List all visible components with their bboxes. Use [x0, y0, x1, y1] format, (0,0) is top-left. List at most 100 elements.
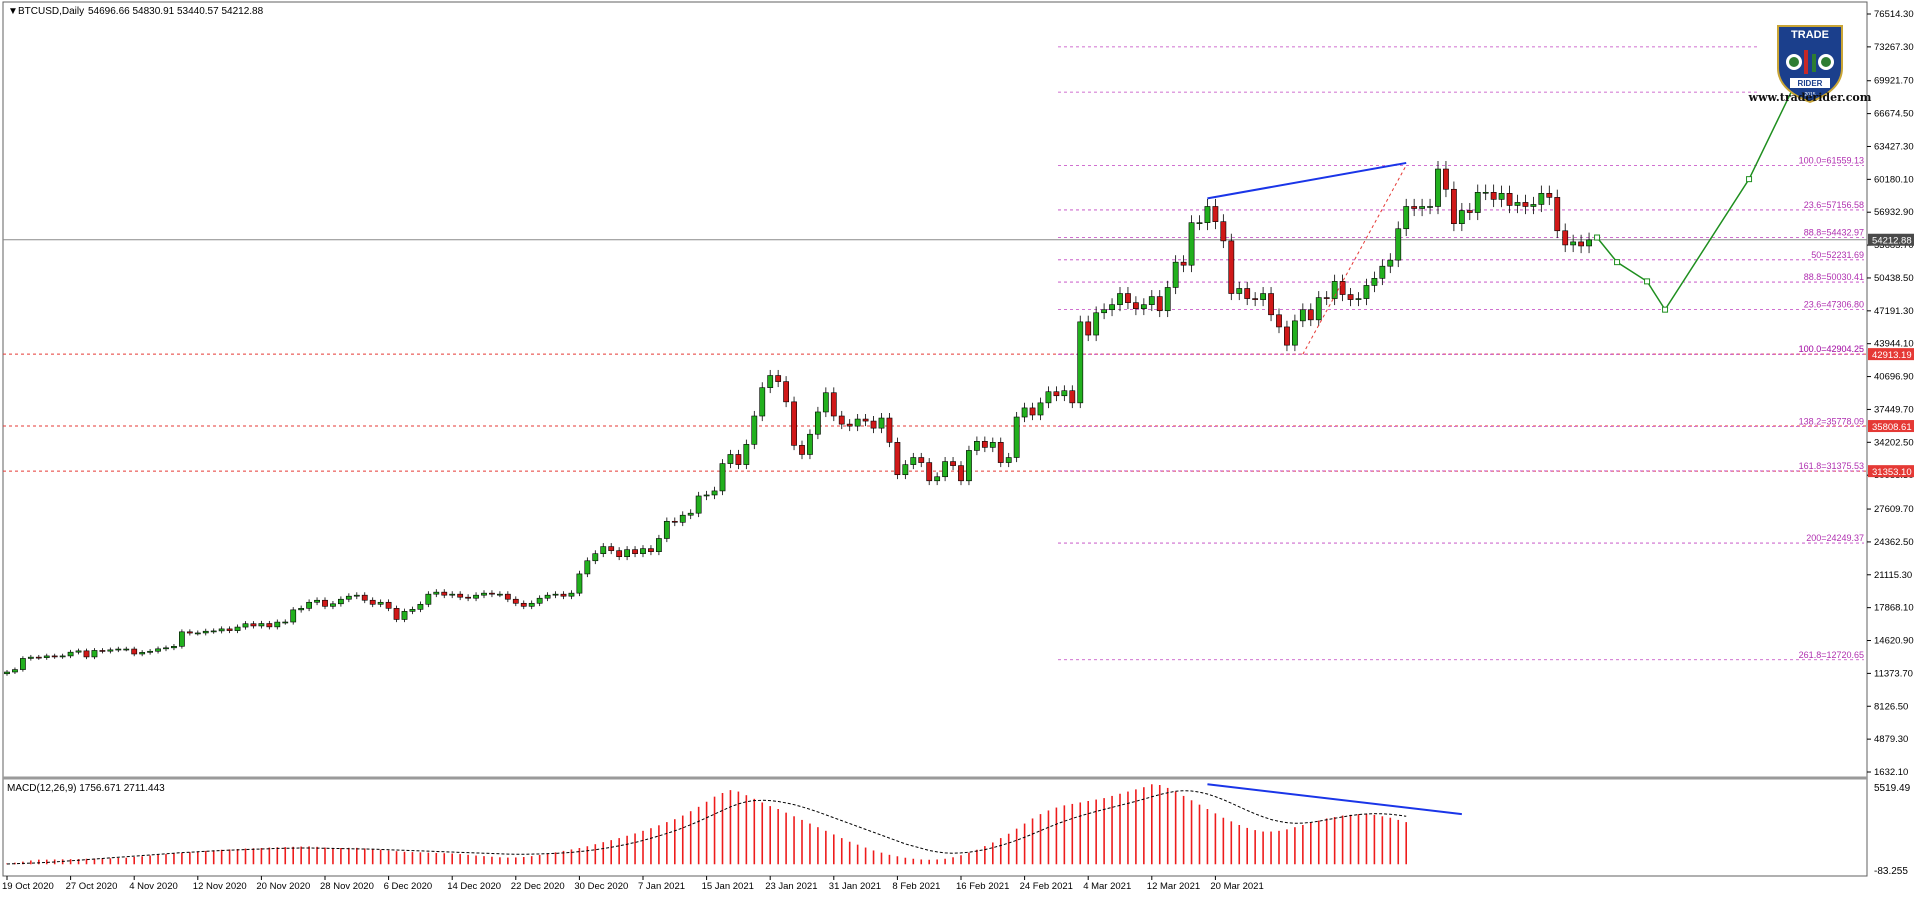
price-tick-label: 24362.50	[1874, 537, 1914, 548]
macd-layer	[6, 783, 1462, 865]
candle-bear	[1212, 206, 1219, 222]
candle-bull	[433, 591, 440, 595]
candle-bull	[1140, 304, 1147, 310]
candle-bull	[1299, 309, 1306, 322]
candle-bear	[958, 465, 964, 482]
candle-bull	[409, 609, 416, 612]
candle-bear	[1323, 297, 1330, 299]
candle-bull	[298, 608, 305, 611]
candle-bull	[417, 603, 424, 610]
candle-bull	[1204, 206, 1211, 223]
candle-bull	[1387, 259, 1394, 267]
candle-bull	[210, 630, 217, 633]
candle-bull	[163, 647, 169, 650]
candle-bear	[465, 596, 471, 599]
candle-bull	[1514, 202, 1521, 206]
candle-bull	[473, 594, 479, 599]
candle-bear	[1546, 193, 1553, 198]
candle-bull	[147, 650, 153, 653]
candle-bull	[59, 655, 66, 658]
price-tick-label: 27609.70	[1874, 504, 1914, 515]
candle-bull	[353, 594, 360, 597]
candle-bull	[528, 602, 535, 607]
candle-bull	[1538, 193, 1545, 205]
candle-bull	[202, 630, 209, 634]
macd-signal-line	[6, 790, 1407, 865]
projection-point	[1614, 259, 1621, 266]
fib-retracement-label: 23.6=47306.80	[1804, 300, 1864, 310]
candle-bear	[926, 462, 933, 482]
candle-bear	[186, 631, 193, 634]
support-price-badge	[1868, 465, 1914, 478]
time-tick-label: 8 Feb 2021	[892, 881, 940, 892]
candle-bull	[1435, 168, 1441, 207]
candle-bear	[250, 623, 257, 627]
candle-bear	[441, 591, 448, 596]
candle-bear	[83, 650, 90, 658]
candle-bull	[19, 658, 26, 670]
time-tick-label: 15 Jan 2021	[702, 881, 754, 892]
fib-projection-label: 161.8=31375.53	[1799, 461, 1864, 471]
price-tick-label: 43944.10	[1874, 339, 1914, 350]
candle-bull	[727, 454, 734, 464]
candle-bear	[1578, 241, 1584, 247]
logo-website[interactable]: www.traderider.com	[1748, 91, 1872, 104]
candle-bull	[1164, 287, 1171, 312]
price-tick-label: 76514.30	[1874, 9, 1914, 20]
candle-bull	[139, 652, 146, 655]
candle-bear	[981, 441, 988, 448]
price-tick-label: 50438.50	[1874, 273, 1914, 284]
time-tick-label: 4 Nov 2020	[129, 881, 178, 892]
candle-bear	[830, 392, 837, 417]
price-tick-label: 11373.70	[1874, 668, 1913, 679]
candle-bull	[576, 573, 583, 594]
candle-bull	[27, 656, 34, 659]
price-tick-label: 21115.30	[1874, 570, 1912, 581]
candle-bull	[1570, 241, 1577, 246]
candle-bull	[1530, 204, 1537, 207]
candle-bull	[12, 669, 18, 673]
candle-bear	[1085, 321, 1092, 336]
shield-logo-icon: TRADE RIDER 2015	[1777, 25, 1843, 104]
fib-projection-label: 200=24249.37	[1806, 533, 1864, 543]
candle-bear	[838, 415, 845, 425]
fib-retracement-label: 50=52231.69	[1811, 250, 1864, 260]
price-tick-label: 8126.50	[1874, 701, 1908, 712]
candle-bull	[1188, 222, 1195, 266]
candle-bull	[552, 593, 559, 596]
candle-bear	[950, 461, 956, 466]
fib-retracement-label: 100.0=42904.25	[1799, 344, 1864, 354]
candle-bull	[155, 648, 161, 652]
candle-bull	[1331, 281, 1338, 299]
candle-bear	[862, 418, 869, 422]
candle-bull	[973, 441, 980, 451]
price-tick-label: 66674.50	[1874, 109, 1914, 120]
symbol-dropdown-icon[interactable]: ▼	[8, 6, 18, 17]
candle-bull	[306, 601, 312, 609]
time-tick-label: 6 Dec 2020	[384, 881, 433, 892]
candles-layer	[4, 160, 1592, 676]
candle-bull	[1021, 407, 1028, 418]
candle-bear	[35, 656, 42, 659]
candle-bull	[767, 375, 774, 388]
candle-bull	[878, 417, 885, 429]
price-divergence-trendline	[1207, 161, 1407, 200]
fib-projection-label: 261.8=12720.65	[1799, 650, 1864, 660]
candle-bear	[1053, 391, 1060, 397]
candle-bull	[711, 490, 718, 496]
candle-bull	[1371, 278, 1378, 286]
projection-point	[1644, 278, 1651, 285]
candle-bull	[942, 461, 948, 478]
candle-bear	[1268, 293, 1274, 316]
time-tick-label: 14 Dec 2020	[447, 881, 501, 892]
candle-bull	[989, 442, 996, 448]
fib-projection-label: 100.0=42904.25	[1799, 344, 1864, 354]
candle-bear	[1069, 390, 1076, 404]
candle-bear	[648, 548, 654, 552]
candle-bear	[846, 423, 853, 427]
time-tick-label: 12 Mar 2021	[1147, 881, 1200, 892]
candle-bear	[322, 599, 328, 607]
current-price-label: 54212.88	[1872, 236, 1912, 247]
